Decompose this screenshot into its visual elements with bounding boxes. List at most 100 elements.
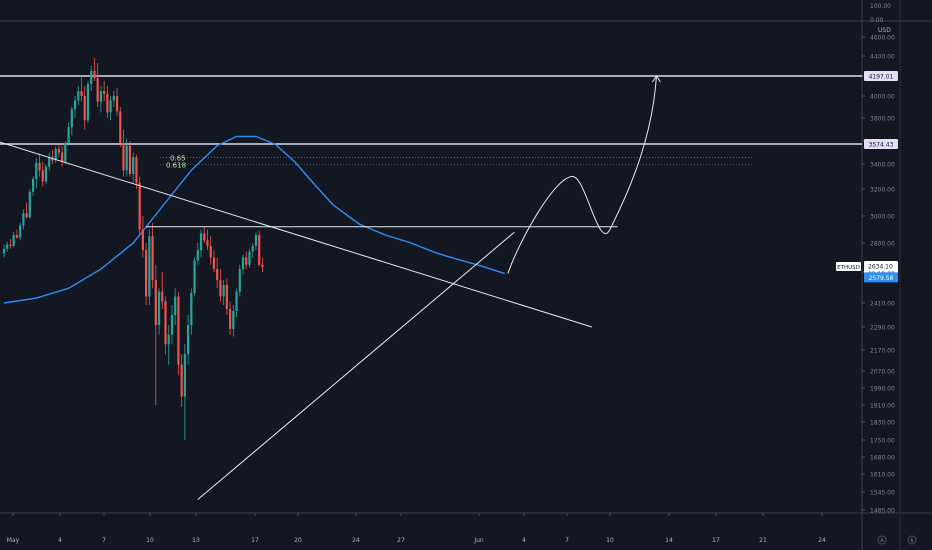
candle-body <box>80 91 83 96</box>
time-tick-label: 4 <box>58 537 62 544</box>
candle-body <box>106 94 109 113</box>
symbol-tag-text: ETHUSD <box>837 265 860 271</box>
currency-button-label: $ <box>910 538 913 544</box>
time-tick-label: 27 <box>397 537 405 544</box>
price-tick-label: 1545.00 <box>870 490 895 497</box>
time-tick-label: 20 <box>294 537 302 544</box>
price-tick-label: 2800.00 <box>870 241 895 248</box>
candle-body <box>128 145 132 174</box>
candle-body <box>35 162 38 179</box>
time-tick-label: 24 <box>818 537 826 544</box>
candlestick-series <box>2 58 264 440</box>
time-tick-label: 7 <box>565 537 569 544</box>
horizontal-level-price-tag <box>864 71 898 81</box>
price-labels: 4197.013574.43ETHUSD2634.1002:12:222579.… <box>836 71 898 283</box>
price-tick-label: 4000.00 <box>870 94 895 101</box>
candle-body <box>109 100 112 113</box>
candle-body <box>238 269 241 292</box>
price-tick-label: 2290.00 <box>870 325 895 332</box>
price-tick-label: 3800.00 <box>870 116 895 123</box>
price-tick-label: 1610.00 <box>870 472 895 479</box>
candle-body <box>161 291 164 302</box>
time-tick-label: May <box>7 537 20 544</box>
candle-body <box>96 78 99 102</box>
candle-body <box>122 143 125 171</box>
horizontal-levels[interactable] <box>0 75 862 145</box>
candle-body <box>151 236 154 281</box>
candle-body <box>99 91 102 102</box>
candle-body <box>61 152 64 162</box>
symbol-tag <box>836 262 861 272</box>
projection-arrowhead <box>652 75 661 83</box>
candle-body <box>199 233 203 251</box>
fibonacci-levels[interactable]: 0.650.618 <box>160 155 752 170</box>
candle-body <box>93 71 96 78</box>
time-tick-label: 10 <box>146 537 154 544</box>
moving-average-line <box>3 135 505 304</box>
fib-level-label: 0.618 <box>166 162 186 170</box>
candle-body <box>77 91 80 101</box>
price-tick-label: 4600.00 <box>870 35 895 42</box>
time-axis[interactable]: May 4 7 10 13 17 20 24 27 Jun 4 7 10 14 17 21 24 A $ <box>7 513 917 545</box>
moving-average-path <box>3 135 505 304</box>
price-tick-label: 2070.00 <box>870 369 895 376</box>
time-tick-label: 17 <box>712 537 720 544</box>
time-tick-label: 14 <box>665 537 673 544</box>
candle-body <box>174 296 177 315</box>
projection-curve[interactable] <box>507 75 657 274</box>
candle-body <box>83 96 86 121</box>
candle-body <box>22 213 25 226</box>
price-tick-label: 1830.00 <box>870 420 895 427</box>
auto-scale-button[interactable] <box>877 535 887 545</box>
candle-body <box>232 311 235 329</box>
auto-scale-label: A <box>880 538 884 544</box>
time-tick-label: 7 <box>102 537 106 544</box>
price-tick-label: 2170.00 <box>870 348 895 355</box>
last-price-text: 2634.10 <box>868 264 893 271</box>
candle-body <box>38 162 41 171</box>
candle-body <box>103 91 106 94</box>
descending-trendline[interactable] <box>0 119 593 328</box>
candle-body <box>206 240 209 246</box>
candle-body <box>180 364 183 397</box>
candle-body <box>157 291 161 325</box>
candle-body <box>15 234 19 238</box>
candle-body <box>44 166 48 182</box>
candle-body <box>193 260 196 294</box>
candle-body <box>203 233 206 241</box>
candle-body <box>167 334 170 345</box>
price-tick-label: 4400.00 <box>870 54 895 61</box>
horizontal-level-price-tag <box>864 139 898 149</box>
price-tick-label: 1910.00 <box>870 403 895 410</box>
indicator-tick-label: 100.00 <box>870 3 891 10</box>
candle-body <box>248 251 251 265</box>
candle-body <box>209 245 212 258</box>
candle-body <box>245 257 248 265</box>
candle-body <box>41 170 44 182</box>
candle-body <box>25 213 28 218</box>
candle-body <box>177 296 180 365</box>
candle-body <box>225 285 228 309</box>
ascending-trendline[interactable] <box>197 231 515 500</box>
candle-body <box>125 145 128 171</box>
currency-button[interactable] <box>907 535 917 545</box>
candle-body <box>28 191 31 218</box>
candle-body <box>86 84 90 121</box>
candle-body <box>31 179 35 192</box>
candle-body <box>70 109 73 128</box>
trend-drawings[interactable] <box>0 75 661 500</box>
time-tick-label: 10 <box>606 537 614 544</box>
candle-body <box>190 293 193 325</box>
candle-body <box>54 149 57 161</box>
price-tick-label: 1485.00 <box>870 508 895 515</box>
price-tick-label: 3000.00 <box>870 214 895 221</box>
candle-body <box>216 269 219 281</box>
candle-body <box>73 100 77 110</box>
candle-body <box>222 285 225 297</box>
candle-body <box>164 301 167 345</box>
time-tick-label: 24 <box>352 537 360 544</box>
candle-body <box>48 157 51 167</box>
candle-body <box>196 250 199 261</box>
horizontal-level-price-text: 4197.01 <box>869 74 894 81</box>
